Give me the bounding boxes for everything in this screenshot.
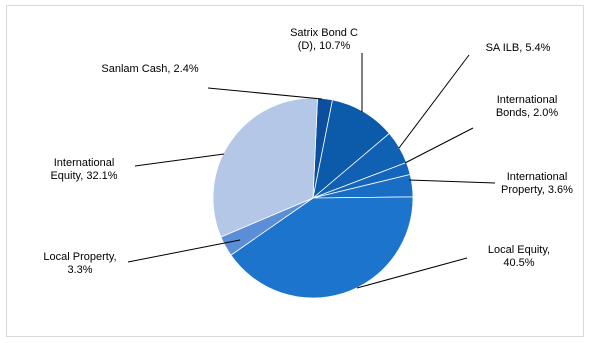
slice-label-line: 3.3% <box>67 264 92 276</box>
slice-label-line: Property, 3.6% <box>501 184 573 196</box>
slice-label-3: SA ILB, 5.4% <box>486 42 551 54</box>
slice-label-2: Satrix Bond C (D), 10.7% <box>290 27 358 52</box>
slice-label-line: Satrix Bond C <box>290 27 358 39</box>
slice-label-line: International <box>497 94 558 106</box>
leader-line-7 <box>128 240 240 262</box>
slice-label-line: Local Property, <box>43 251 116 263</box>
leader-line-1 <box>208 88 322 99</box>
slice-label-line: Local Equity, <box>488 244 550 256</box>
leader-line-8 <box>135 154 224 166</box>
slice-label-line: Sanlam Cash, 2.4% <box>101 63 198 75</box>
slice-label-line: SA ILB, 5.4% <box>486 42 551 54</box>
leader-line-3 <box>399 55 469 148</box>
slice-label-line: Equity, 32.1% <box>50 170 117 182</box>
slice-label-line: International <box>507 171 568 183</box>
leader-line-5 <box>409 180 495 183</box>
slice-label-1: Sanlam Cash, 2.4% <box>101 63 198 75</box>
slice-label-8: International Equity, 32.1% <box>50 157 117 182</box>
slice-label-line: (D), 10.7% <box>298 40 351 52</box>
slice-label-line: 40.5% <box>503 257 534 269</box>
slice-label-4: International Bonds, 2.0% <box>496 94 559 119</box>
slice-label-6: Local Equity, 40.5% <box>488 244 550 269</box>
slice-label-line: International <box>54 157 115 169</box>
slice-label-7: Local Property, 3.3% <box>43 251 116 276</box>
leader-line-4 <box>405 128 473 163</box>
slice-label-5: International Property, 3.6% <box>501 171 573 196</box>
slice-label-line: Bonds, 2.0% <box>496 107 559 119</box>
